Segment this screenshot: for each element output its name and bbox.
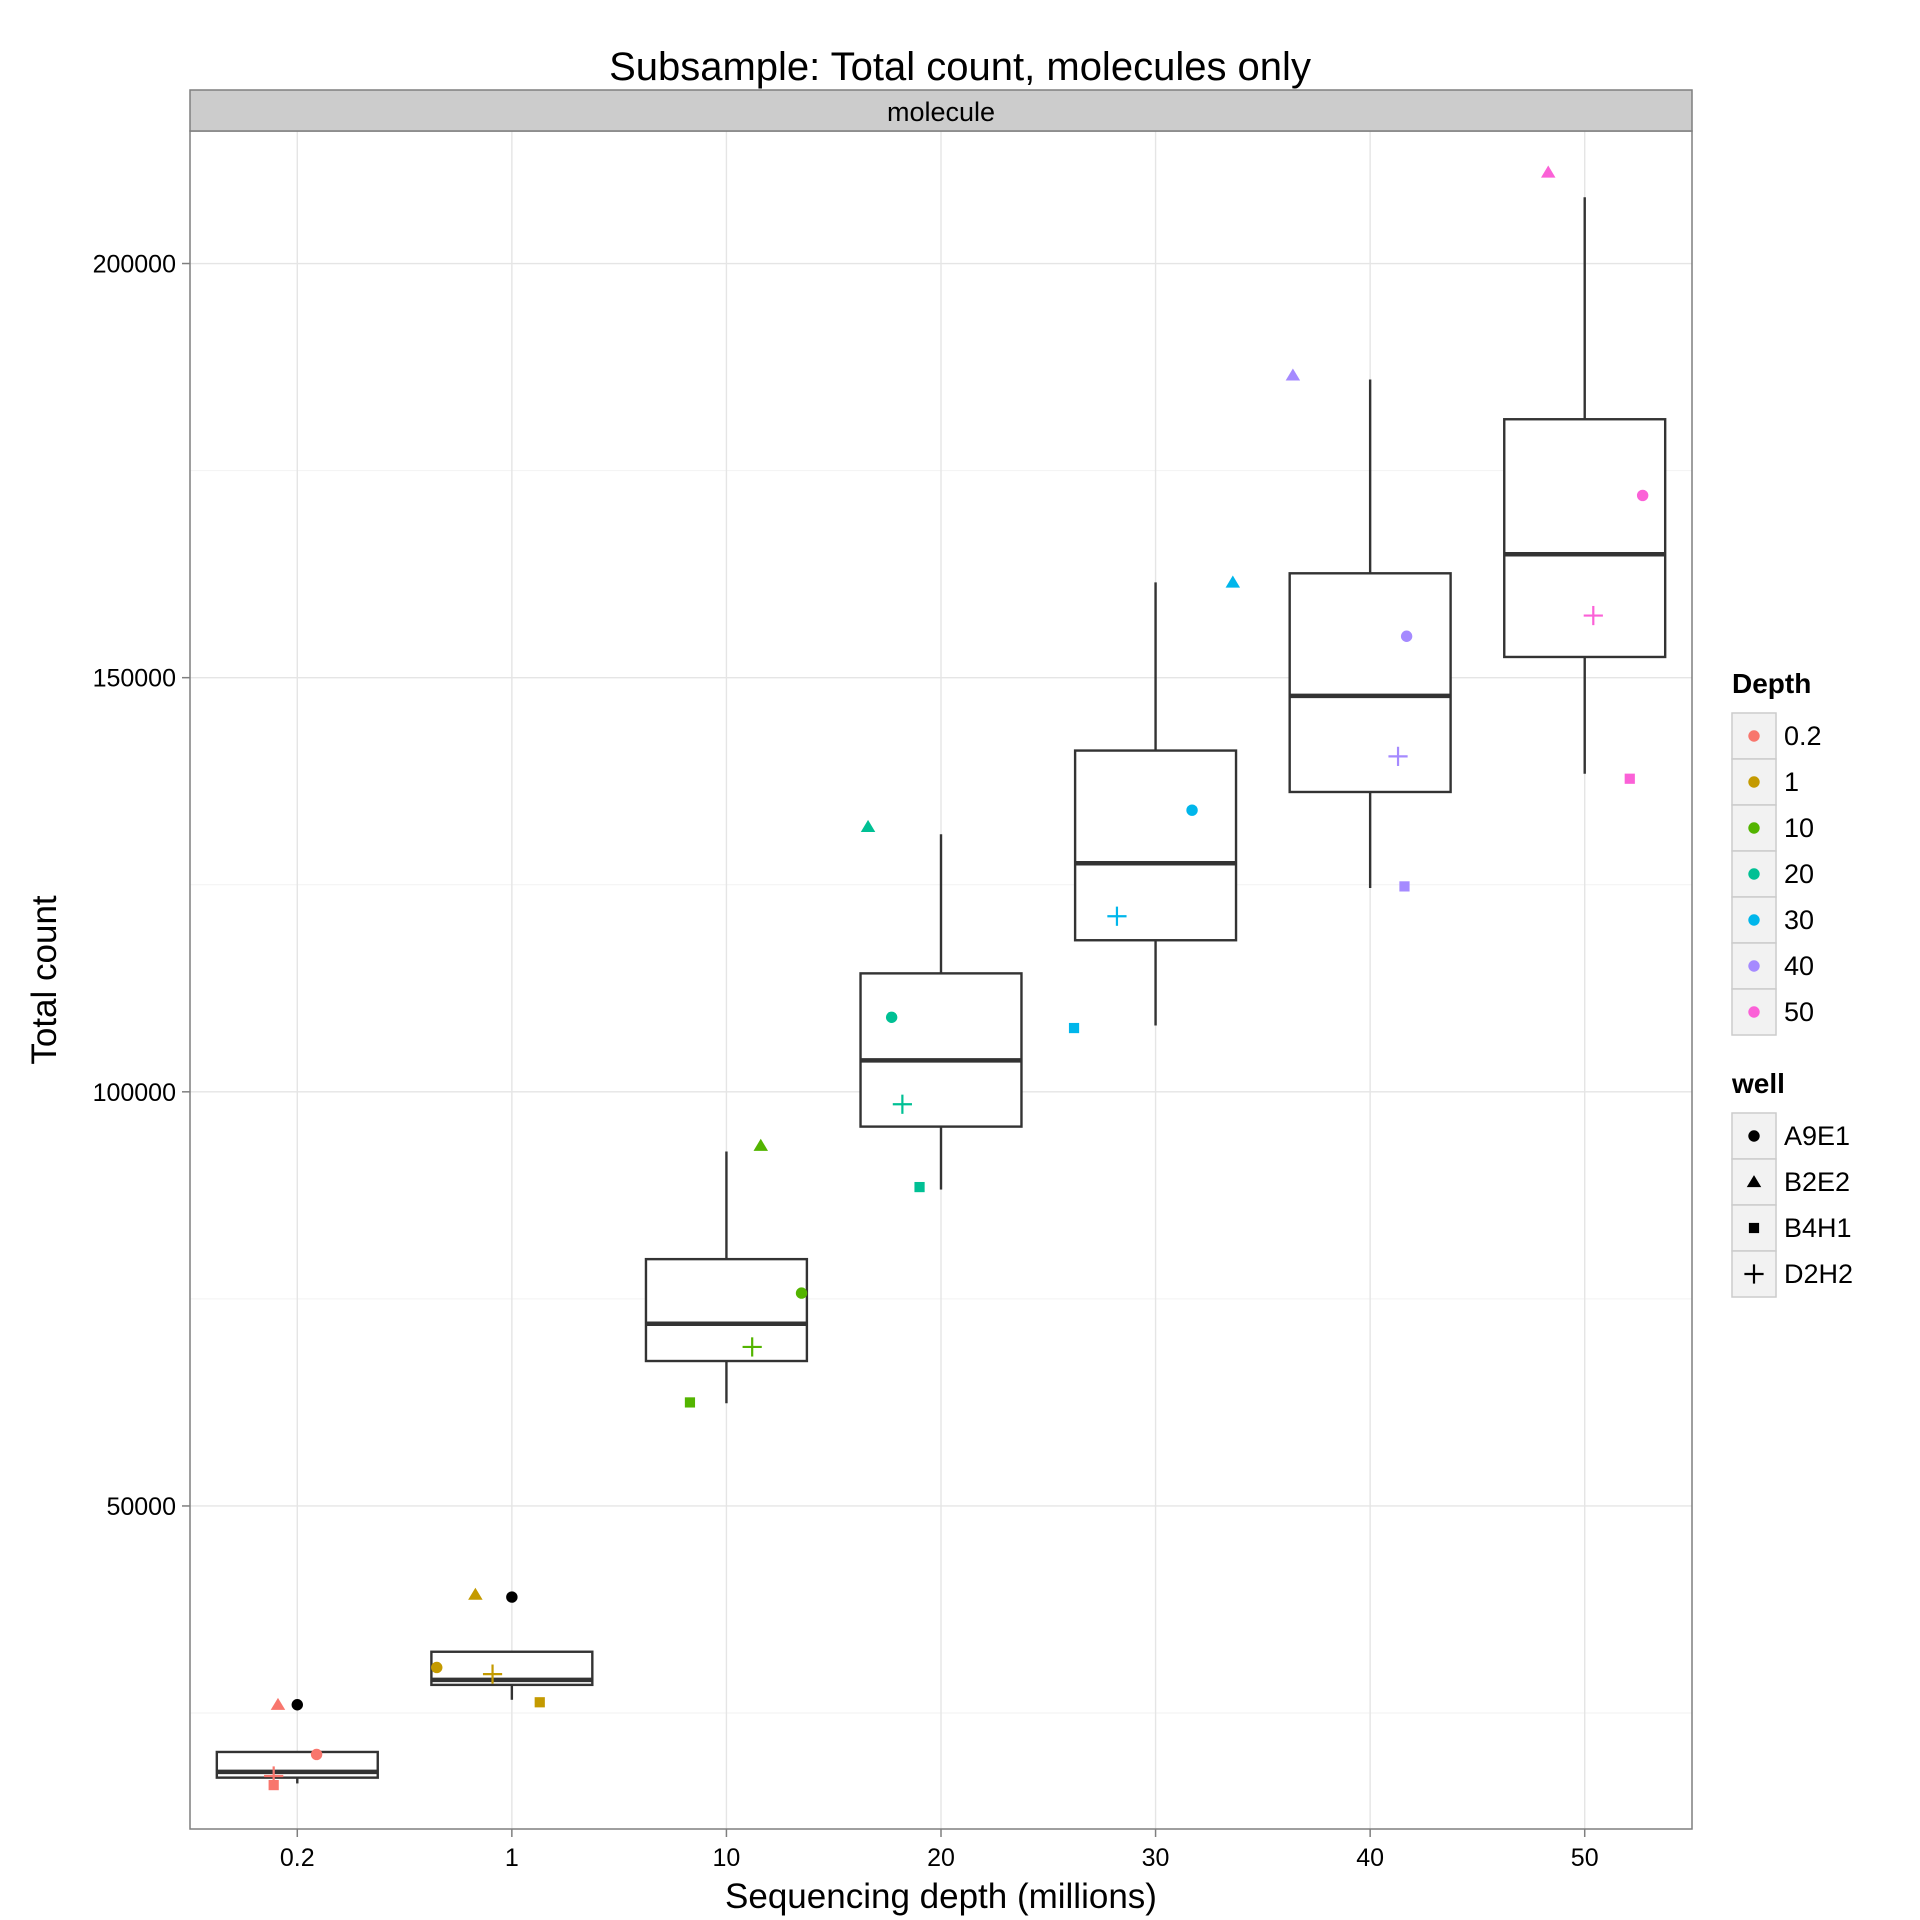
data-point <box>1399 881 1410 892</box>
legend-label: 40 <box>1784 951 1814 981</box>
legend-key-symbol <box>1748 822 1760 834</box>
x-tick-label: 40 <box>1356 1844 1384 1872</box>
legend-label: D2H2 <box>1784 1259 1853 1289</box>
x-tick-label: 20 <box>927 1844 955 1872</box>
box-body <box>1503 418 1667 659</box>
facet-strip <box>189 89 1693 132</box>
data-point <box>270 1697 286 1710</box>
data-point <box>1624 773 1635 784</box>
x-axis-title: Sequencing depth (millions) <box>725 1877 1157 1916</box>
x-tick-label: 30 <box>1142 1844 1170 1872</box>
legend-key-symbol <box>1748 868 1760 880</box>
y-tick-label: 100000 <box>93 1079 176 1107</box>
well-legend: well A9E1 B2E2 B4H1 D2H2 <box>1731 1068 1853 1298</box>
data-point <box>1225 575 1241 588</box>
data-point <box>1583 605 1603 626</box>
y-axis-title: Total count <box>25 895 64 1065</box>
x-tick-label: 1 <box>505 1844 519 1872</box>
data-point <box>684 1397 696 1408</box>
data-point <box>753 1138 769 1151</box>
data-point <box>431 1661 443 1674</box>
data-point <box>534 1697 545 1708</box>
data-point <box>264 1766 284 1786</box>
data-point <box>310 1748 323 1761</box>
legend-key-symbol <box>1748 730 1760 742</box>
data-point <box>1540 165 1556 178</box>
x-tick-label: 0.2 <box>280 1844 315 1872</box>
box-body <box>1073 749 1238 942</box>
data-point <box>742 1337 762 1357</box>
data-point <box>892 1094 912 1114</box>
data-point <box>1107 906 1127 926</box>
legend-label: B2E2 <box>1784 1167 1850 1197</box>
box-layer <box>215 197 1667 1784</box>
data-point <box>860 819 876 832</box>
data-point <box>1068 1022 1080 1034</box>
legend-key-symbol <box>1746 1175 1762 1188</box>
data-point <box>291 1699 303 1711</box>
box-body <box>644 1257 809 1363</box>
legend-key <box>1731 942 1777 990</box>
legend-key-symbol <box>1748 776 1760 788</box>
legend-label: 1 <box>1784 767 1799 797</box>
legend-label: 50 <box>1784 997 1814 1027</box>
legend-key-symbol <box>1744 1264 1764 1284</box>
y-axis: 50000 100000 150000 200000 <box>93 251 190 1521</box>
grid-lines <box>190 131 1692 1829</box>
legend-key-symbol <box>1748 960 1760 972</box>
data-point <box>1388 746 1408 766</box>
data-point <box>1400 630 1413 642</box>
box-body <box>859 972 1023 1128</box>
legend-label: 30 <box>1784 905 1814 935</box>
y-tick-label: 50000 <box>106 1493 176 1521</box>
depth-legend: Depth 0.2 1 10 20 30 40 50 <box>1731 668 1822 1036</box>
data-point <box>914 1181 925 1193</box>
legend-label: 0.2 <box>1784 721 1822 751</box>
data-point <box>885 1011 898 1023</box>
data-point <box>468 1587 483 1600</box>
legend-key-symbol <box>1748 914 1760 926</box>
legend-label: B4H1 <box>1784 1213 1852 1243</box>
data-point <box>506 1591 518 1603</box>
box-body <box>1288 572 1452 794</box>
legend-key-symbol <box>1748 1222 1760 1234</box>
x-axis: 0.2 1 10 20 30 40 50 <box>280 1829 1599 1872</box>
legend-title: well <box>1731 1068 1785 1099</box>
data-point <box>795 1287 808 1299</box>
legend-title: Depth <box>1732 668 1811 699</box>
data-point <box>1186 804 1198 816</box>
y-tick-label: 200000 <box>93 251 176 279</box>
data-point <box>1285 368 1301 381</box>
facet-strip-label: molecule <box>887 97 995 127</box>
data-point <box>1636 489 1649 502</box>
legend-label: 20 <box>1784 859 1814 889</box>
legend-label: A9E1 <box>1784 1121 1850 1151</box>
legend-key-symbol <box>1748 1130 1760 1142</box>
legend-key-symbol <box>1748 1006 1760 1018</box>
legend-label: 10 <box>1784 813 1814 843</box>
y-tick-label: 150000 <box>93 665 176 693</box>
point-layer <box>264 165 1649 1791</box>
chart-title: Subsample: Total count, molecules only <box>609 45 1311 89</box>
x-tick-label: 50 <box>1571 1844 1599 1872</box>
x-tick-label: 10 <box>713 1844 741 1872</box>
data-point <box>482 1664 503 1684</box>
